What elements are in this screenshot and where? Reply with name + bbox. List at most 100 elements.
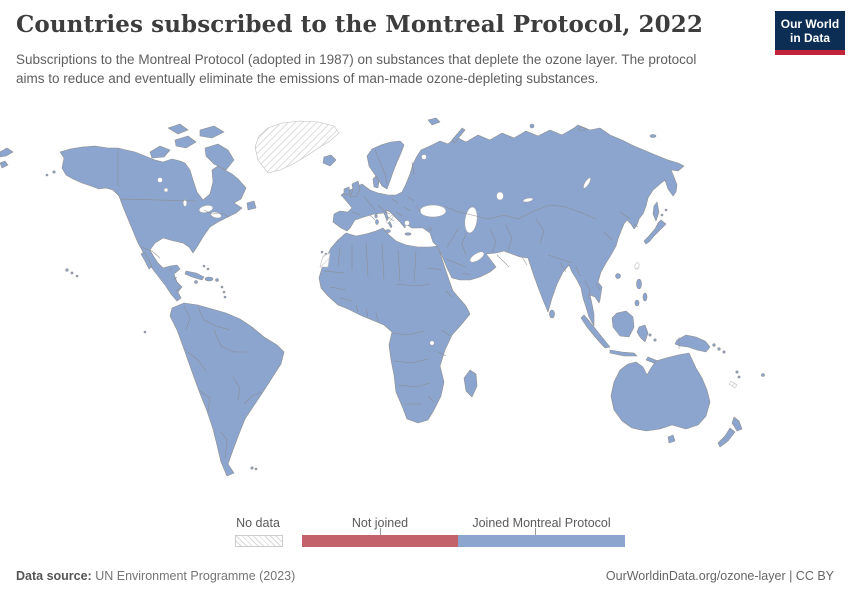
legend-label-not-joined[interactable]: Not joined <box>351 516 409 530</box>
region-new-zealand-south[interactable] <box>717 427 736 448</box>
region-falklands[interactable] <box>250 466 254 470</box>
island-dot[interactable] <box>220 285 224 289</box>
region-sakhalin[interactable] <box>652 201 660 222</box>
region-scandinavia[interactable] <box>366 140 405 190</box>
region-greenland-no-data[interactable] <box>254 120 340 174</box>
region-cuba[interactable] <box>184 270 205 281</box>
region-solomon-islands[interactable] <box>712 343 716 347</box>
region-philippines[interactable] <box>634 299 640 307</box>
region-iceland[interactable] <box>322 154 337 167</box>
lake-great-lakes <box>198 205 214 213</box>
region-hispaniola[interactable] <box>204 276 214 282</box>
region-puerto-rico[interactable] <box>215 278 219 282</box>
region-arctic-island[interactable] <box>149 145 171 159</box>
region-arctic-island[interactable] <box>199 125 225 139</box>
region-galapagos[interactable] <box>143 330 147 334</box>
region-philippines[interactable] <box>642 292 648 302</box>
region-aleutians[interactable] <box>45 173 49 177</box>
region-jamaica[interactable] <box>194 280 198 284</box>
island-dot[interactable] <box>653 338 657 342</box>
region-sri-lanka[interactable] <box>549 309 555 319</box>
sea-caspian <box>464 206 478 234</box>
region-new-zealand-north[interactable] <box>731 416 743 432</box>
region-chukotka-wrap[interactable] <box>0 147 14 158</box>
region-africa[interactable] <box>318 227 471 424</box>
data-source-note: Data source: UN Environment Programme (2… <box>16 569 295 583</box>
island-dot[interactable] <box>202 264 206 268</box>
region-new-guinea[interactable] <box>674 334 711 353</box>
region-australia[interactable] <box>610 352 711 432</box>
island-dot[interactable] <box>577 127 587 131</box>
region-cyprus[interactable] <box>428 227 432 231</box>
region-hainan[interactable] <box>615 273 621 279</box>
legend-label-joined[interactable]: Joined Montreal Protocol <box>472 516 611 530</box>
island-dot[interactable] <box>664 208 668 212</box>
region-eurasia[interactable] <box>332 124 685 327</box>
sea-aegean <box>404 220 410 226</box>
owid-logo[interactable]: Our World in Data <box>775 11 845 56</box>
sea-aral <box>496 191 504 201</box>
legend-swatch-no-data[interactable] <box>235 535 283 547</box>
island-dot[interactable] <box>660 213 664 217</box>
island-dot[interactable] <box>223 295 227 299</box>
owid-logo-line1: Our World <box>780 17 840 31</box>
region-philippines[interactable] <box>636 278 642 290</box>
region-tasmania[interactable] <box>667 434 676 444</box>
attribution-link[interactable]: OurWorldinData.org/ozone-layer | CC BY <box>605 569 834 583</box>
page-title: Countries subscribed to the Montreal Pro… <box>16 11 703 38</box>
region-sardinia[interactable] <box>375 219 379 225</box>
island-dot[interactable] <box>222 290 226 294</box>
region-north-america[interactable] <box>59 145 247 302</box>
region-solomon-islands[interactable] <box>717 347 721 351</box>
region-corsica[interactable] <box>374 213 378 219</box>
region-hawaii[interactable] <box>65 268 69 272</box>
region-sicily[interactable] <box>385 229 391 233</box>
region-south-america[interactable] <box>169 302 285 477</box>
region-newfoundland[interactable] <box>246 200 257 211</box>
region-taiwan-no-data[interactable] <box>634 262 640 270</box>
region-vanuatu[interactable] <box>735 370 739 374</box>
region-svalbard[interactable] <box>427 117 441 126</box>
legend-swatch-joined[interactable] <box>458 535 625 547</box>
country-borders-layer <box>117 149 680 459</box>
island-dot[interactable] <box>206 267 210 271</box>
region-western-sahara-no-data[interactable] <box>319 252 331 268</box>
region-japan[interactable] <box>643 219 667 245</box>
region-vanuatu[interactable] <box>737 375 741 379</box>
lake-great-slave <box>163 187 169 193</box>
region-madagascar[interactable] <box>463 369 478 398</box>
legend-swatch-not-joined[interactable] <box>302 535 458 547</box>
island-dot[interactable] <box>648 333 652 337</box>
region-crete[interactable] <box>404 232 412 236</box>
region-denmark[interactable] <box>372 175 380 189</box>
region-wrangel[interactable] <box>649 134 657 138</box>
region-baffin-island[interactable] <box>204 143 235 171</box>
region-sumatra[interactable] <box>580 314 611 349</box>
lake-winnipeg <box>182 199 188 207</box>
island-dot[interactable] <box>320 250 324 254</box>
region-hawaii[interactable] <box>75 274 79 278</box>
sea-persian-gulf <box>469 251 485 263</box>
region-chukotka-wrap[interactable] <box>0 160 9 169</box>
region-java[interactable] <box>609 349 638 357</box>
region-borneo[interactable] <box>611 310 635 338</box>
region-baja-california[interactable] <box>140 251 153 270</box>
region-sulawesi[interactable] <box>636 324 649 343</box>
data-source-label: Data source: <box>16 569 92 583</box>
region-novaya-zemlya[interactable] <box>451 127 466 144</box>
chart-subtitle: Subscriptions to the Montreal Protocol (… <box>16 52 697 87</box>
region-aleutians[interactable] <box>52 170 56 174</box>
region-new-caledonia-no-data[interactable] <box>728 380 738 389</box>
legend-label-no-data[interactable]: No data <box>236 516 280 530</box>
region-united-kingdom[interactable] <box>349 180 361 198</box>
legend-tick-joined <box>535 528 536 535</box>
island-dot[interactable] <box>529 123 535 129</box>
region-arctic-island[interactable] <box>167 123 189 135</box>
region-fiji[interactable] <box>761 373 765 377</box>
region-solomon-islands[interactable] <box>722 350 726 354</box>
region-hawaii[interactable] <box>70 271 74 275</box>
island-dot[interactable] <box>254 467 258 471</box>
region-ireland[interactable] <box>343 186 351 196</box>
region-arctic-island[interactable] <box>174 135 197 149</box>
lake-baikal <box>583 177 591 189</box>
